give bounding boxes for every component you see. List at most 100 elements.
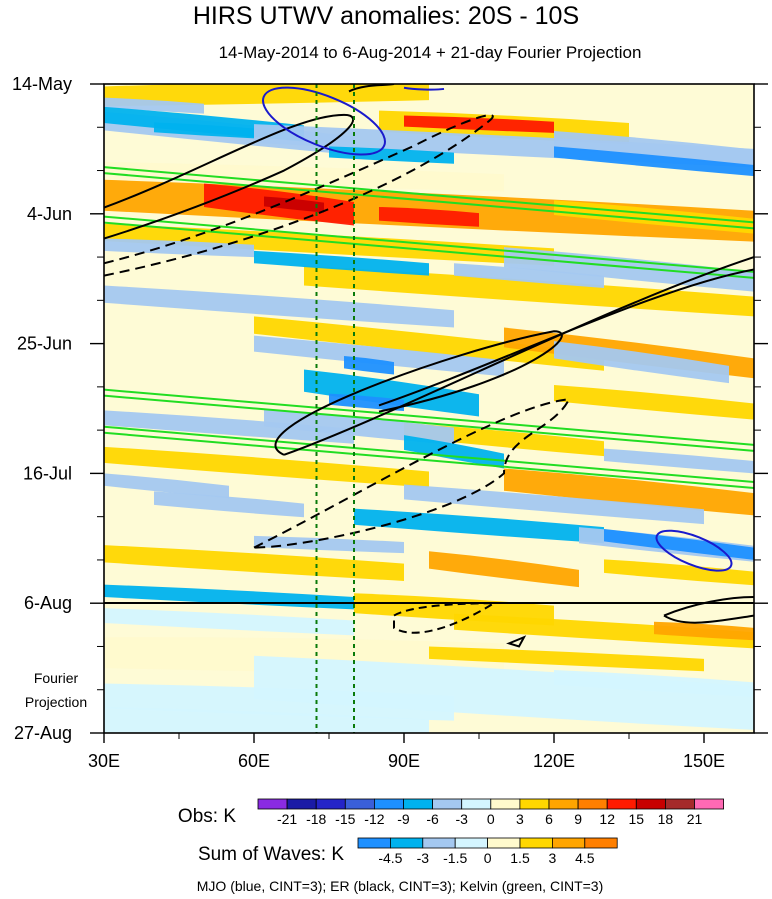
obs-colorbar-label: Obs: K	[178, 806, 236, 827]
y-tick-label: 6-Aug	[24, 593, 72, 613]
waves-level-label: 0	[484, 850, 492, 866]
x-tick-label: 30E	[88, 751, 120, 771]
anomaly-patch	[254, 250, 429, 276]
kelvin-contour	[104, 166, 754, 230]
obs-level-label: -21	[277, 811, 297, 827]
projection-label: Fourier	[34, 670, 79, 686]
colorbar-box	[461, 798, 492, 810]
colorbar-box	[389, 837, 424, 849]
colorbar-box	[548, 798, 579, 810]
waves-colorbar-boxes	[357, 837, 618, 849]
anomaly-patch	[104, 608, 354, 636]
plot-frame	[103, 83, 755, 734]
waves-level-label: 3	[549, 850, 557, 866]
anomaly-patch	[104, 223, 554, 266]
anomaly-patch	[554, 200, 754, 234]
obs-colorbar: Obs: K -21 -18 -15 -12 -9 -6 -3 0 3 6 9 …	[178, 798, 725, 827]
colorbar-box	[487, 837, 521, 849]
anomaly-patch	[264, 196, 324, 213]
obs-level-label: 21	[687, 811, 703, 827]
waves-colorbar-label: Sum of Waves: K	[198, 844, 344, 865]
anomaly-patch	[329, 393, 404, 411]
waves-level-label: -1.5	[443, 850, 467, 866]
er-contour	[663, 596, 754, 624]
er-contour	[283, 256, 754, 456]
anomaly-patch	[254, 335, 504, 377]
er-contour	[393, 602, 498, 634]
x-tick-label: 120E	[533, 751, 575, 771]
anomaly-patch	[379, 207, 479, 227]
obs-level-label: 9	[574, 811, 582, 827]
obs-colorbar-labels: -21 -18 -15 -12 -9 -6 -3 0 3 6 9 12 15 1…	[277, 811, 703, 827]
anomaly-patch	[429, 646, 704, 672]
anomaly-patch	[404, 115, 554, 133]
colorbar-box	[519, 837, 553, 849]
anomaly-patch	[604, 448, 754, 474]
anomaly-patch	[154, 491, 304, 518]
er-contour	[253, 398, 571, 549]
anomaly-patch	[654, 621, 754, 641]
kelvin-contour	[104, 215, 754, 279]
waves-colorbar: Sum of Waves: K -4.5 -3 -1.5 0 1.5 3 4.5	[198, 837, 618, 866]
anomaly-patch	[604, 529, 754, 560]
obs-level-label: -18	[306, 811, 326, 827]
x-tick-label: 150E	[683, 751, 725, 771]
anomaly-patch	[554, 341, 729, 384]
wave-contours	[104, 84, 754, 648]
x-tick-label: 60E	[238, 751, 270, 771]
obs-level-label: 15	[629, 811, 645, 827]
colorbar-box	[286, 798, 317, 810]
obs-level-label: 18	[658, 811, 674, 827]
anomaly-patch	[254, 316, 604, 371]
er-contour	[104, 113, 355, 240]
anomaly-patch	[454, 613, 754, 649]
contour-legend-footer: MJO (blue, CINT=3); ER (black, CINT=3); …	[197, 878, 604, 894]
anomaly-patch	[104, 707, 429, 733]
waves-level-label: -4.5	[378, 850, 402, 866]
anomaly-patch	[254, 655, 754, 730]
anomaly-patch	[104, 97, 204, 114]
y-tick-label: 4-Jun	[27, 204, 72, 224]
colorbar-box	[490, 798, 521, 810]
er-contour	[104, 114, 494, 277]
colorbar-box	[606, 798, 637, 810]
anomaly-patch	[404, 435, 504, 469]
y-tick-label: 27-Aug	[14, 723, 72, 743]
mjo-contour	[655, 529, 733, 572]
obs-level-label: 3	[516, 811, 524, 827]
colorbar-box	[432, 798, 463, 810]
anomaly-patch	[404, 484, 704, 525]
colorbar-box	[422, 837, 456, 849]
anomaly-patch	[104, 446, 429, 488]
anomaly-patch	[104, 545, 404, 581]
colorbar-box	[577, 798, 608, 810]
colorbar-box	[315, 798, 346, 810]
x-tick-label: 90E	[388, 751, 420, 771]
anomaly-patch	[604, 559, 754, 586]
colorbar-box	[665, 798, 695, 810]
obs-level-label: 12	[599, 811, 615, 827]
obs-level-label: -6	[426, 811, 439, 827]
anomaly-patch	[104, 473, 229, 499]
colorbar-box	[344, 798, 375, 810]
kelvin-contour	[104, 388, 754, 452]
waves-level-label: 4.5	[575, 850, 595, 866]
anomaly-patch	[454, 263, 604, 288]
waves-level-label: 1.5	[510, 850, 530, 866]
colorbar-box	[373, 798, 404, 810]
anomaly-patch	[344, 355, 394, 375]
y-tick-label: 16-Jul	[23, 463, 72, 483]
obs-level-label: -12	[364, 811, 384, 827]
er-contour	[506, 635, 527, 648]
anomaly-patch	[104, 161, 504, 192]
anomaly-patch	[354, 508, 604, 544]
colorbar-box	[584, 837, 618, 849]
obs-level-label: 0	[487, 811, 495, 827]
colorbar-box	[552, 837, 586, 849]
waves-colorbar-labels: -4.5 -3 -1.5 0 1.5 3 4.5	[378, 850, 594, 866]
colorbar-box	[694, 798, 725, 810]
chart-title: HIRS UTWV anomalies: 20S - 10S	[193, 2, 579, 30]
y-tick-label: 14-May	[12, 74, 72, 94]
y-tick-label: 25-Jun	[17, 334, 72, 354]
waves-level-label: -3	[417, 850, 430, 866]
